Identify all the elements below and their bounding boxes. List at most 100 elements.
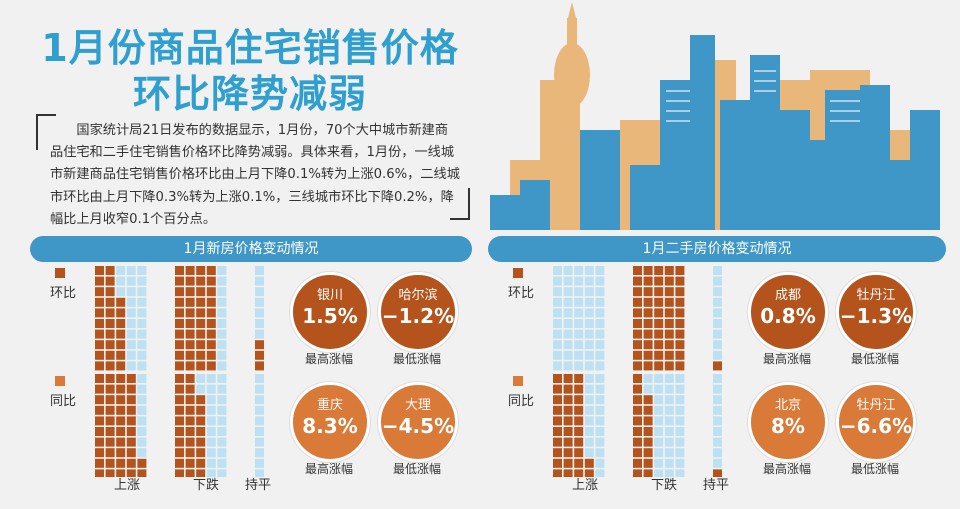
square-second-huanbi-up (553, 276, 562, 286)
square-new-huanbi-up (95, 340, 104, 350)
square-second-tongbi-down (633, 437, 642, 447)
square-second-tongbi-up (574, 416, 584, 426)
square-new-huanbi-up (95, 319, 104, 328)
square-new-tongbi-up (126, 469, 136, 477)
axis-up-left: 上涨 (114, 478, 141, 493)
square-second-huanbi-down (664, 350, 674, 360)
square-second-tongbi-down (643, 374, 653, 383)
square-second-tongbi-up (584, 427, 594, 436)
square-new-huanbi-down (185, 340, 195, 350)
square-new-tongbi-down (217, 448, 227, 458)
square-second-tongbi-up (584, 405, 594, 415)
square-second-tongbi-up (563, 469, 573, 477)
square-new-huanbi-up (116, 329, 126, 339)
square-second-huanbi-down (654, 340, 664, 350)
square-new-huanbi-up (137, 276, 147, 286)
square-second-huanbi-up (595, 340, 605, 350)
square-new-tongbi-down (196, 405, 206, 415)
square-new-huanbi-down (196, 287, 206, 297)
square-new-tongbi-flat (255, 448, 264, 458)
square-second-huanbi-up (563, 297, 573, 307)
square-second-tongbi-up (574, 427, 584, 436)
legend-huanbi-square-right (513, 268, 523, 278)
square-second-tongbi-down (675, 416, 685, 426)
square-second-huanbi-up (584, 361, 594, 371)
square-second-tongbi-up (595, 374, 605, 383)
square-second-tongbi-up (584, 458, 594, 468)
square-second-tongbi-down (675, 384, 685, 394)
square-second-huanbi-up (553, 266, 562, 275)
square-second-huanbi-down (664, 276, 674, 286)
square-new-huanbi-up (126, 276, 136, 286)
highlight-new-tongbi-min: 大理 −4.5% (378, 382, 458, 462)
square-new-huanbi-down (196, 319, 206, 328)
square-second-huanbi-down (654, 276, 664, 286)
square-new-tongbi-down (217, 416, 227, 426)
highlight-new-tongbi-max: 重庆 8.3% (290, 382, 370, 462)
square-second-huanbi-down (633, 340, 642, 350)
square-second-huanbi-up (574, 297, 584, 307)
square-second-tongbi-up (584, 395, 594, 405)
square-second-huanbi-down (633, 361, 642, 371)
square-second-huanbi-down (664, 266, 674, 275)
highlight-new-huanbi-max: 银川 1.5% (290, 272, 370, 352)
square-new-tongbi-down (206, 458, 216, 468)
square-new-tongbi-up (95, 384, 104, 394)
square-new-tongbi-up (95, 427, 104, 436)
square-new-tongbi-up (126, 405, 136, 415)
square-second-huanbi-down (643, 308, 653, 318)
square-second-tongbi-down (664, 395, 674, 405)
square-new-huanbi-down (175, 266, 184, 275)
square-new-tongbi-up (95, 405, 104, 415)
highlight-value: 0.8% (760, 304, 816, 328)
page-title-line2: 环比降势减弱 (132, 72, 367, 116)
square-second-huanbi-up (574, 319, 584, 328)
square-new-huanbi-down (217, 287, 227, 297)
square-new-huanbi-down (206, 350, 216, 360)
square-new-tongbi-down (175, 416, 184, 426)
square-new-huanbi-down (206, 319, 216, 328)
highlight-city: 成都 (774, 288, 801, 303)
square-new-tongbi-up (105, 469, 115, 477)
square-new-huanbi-down (217, 308, 227, 318)
square-new-huanbi-up (105, 329, 115, 339)
square-second-tongbi-down (664, 374, 674, 383)
square-new-tongbi-down (175, 469, 184, 477)
square-new-tongbi-down (185, 448, 195, 458)
square-new-huanbi-flat (255, 276, 264, 286)
square-second-huanbi-up (595, 287, 605, 297)
square-second-tongbi-down (675, 395, 685, 405)
square-second-huanbi-down (643, 276, 653, 286)
square-new-huanbi-up (137, 329, 147, 339)
square-second-huanbi-up (574, 276, 584, 286)
square-second-huanbi-down (654, 361, 664, 371)
square-new-huanbi-up (105, 308, 115, 318)
square-new-tongbi-down (185, 469, 195, 477)
square-new-huanbi-down (206, 361, 216, 371)
square-second-tongbi-up (595, 384, 605, 394)
caption-second-huanbi-max: 最高涨幅 (762, 352, 811, 366)
square-second-tongbi-up (563, 448, 573, 458)
square-second-huanbi-up (553, 319, 562, 328)
legend-huanbi-label-left: 环比 (50, 286, 77, 301)
square-second-tongbi-up (553, 416, 562, 426)
square-second-tongbi-up (563, 416, 573, 426)
square-new-tongbi-up (116, 448, 126, 458)
square-new-tongbi-up (95, 416, 104, 426)
square-new-tongbi-down (206, 416, 216, 426)
square-new-tongbi-down (206, 405, 216, 415)
square-new-tongbi-up (126, 427, 136, 436)
square-second-tongbi-down (654, 427, 664, 436)
square-second-huanbi-down (643, 287, 653, 297)
square-new-tongbi-up (126, 395, 136, 405)
square-second-huanbi-down (664, 361, 674, 371)
square-second-tongbi-down (654, 395, 664, 405)
square-new-huanbi-up (116, 276, 126, 286)
square-new-huanbi-down (175, 350, 184, 360)
square-second-huanbi-up (574, 340, 584, 350)
square-new-tongbi-up (137, 395, 147, 405)
square-second-huanbi-up (563, 308, 573, 318)
square-second-tongbi-up (595, 437, 605, 447)
square-new-huanbi-down (175, 329, 184, 339)
square-new-tongbi-up (105, 458, 115, 468)
